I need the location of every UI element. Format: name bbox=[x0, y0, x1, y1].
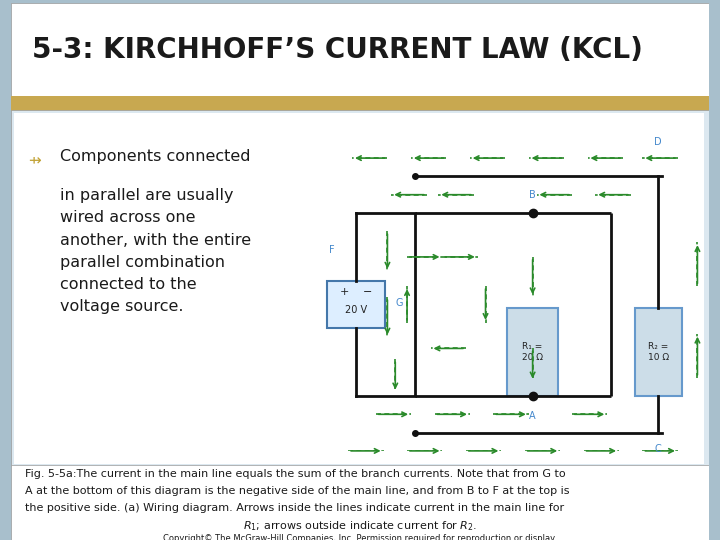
Text: 20 V: 20 V bbox=[345, 305, 367, 315]
Text: A at the bottom of this diagram is the negative side of the main line, and from : A at the bottom of this diagram is the n… bbox=[24, 487, 570, 496]
Text: ⇸: ⇸ bbox=[28, 152, 41, 167]
Text: G: G bbox=[395, 298, 402, 308]
Bar bbox=[507, 308, 558, 396]
Text: A: A bbox=[529, 410, 536, 421]
Text: $R_1$; arrows outside indicate current for $R_2$.: $R_1$; arrows outside indicate current f… bbox=[243, 519, 477, 533]
Bar bbox=[327, 281, 385, 328]
Text: Components connected: Components connected bbox=[60, 149, 250, 164]
Text: −: − bbox=[363, 287, 372, 296]
Text: B: B bbox=[529, 190, 536, 200]
Text: F: F bbox=[328, 245, 334, 254]
Text: the positive side. (a) Wiring diagram. Arrows inside the lines indicate current : the positive side. (a) Wiring diagram. A… bbox=[24, 503, 564, 513]
Text: Copyright© The McGraw-Hill Companies, Inc. Permission required for reproduction : Copyright© The McGraw-Hill Companies, In… bbox=[163, 534, 557, 540]
Text: (a): (a) bbox=[506, 469, 520, 479]
Text: Fig. 5-5a:The current in the main line equals the sum of the branch currents. No: Fig. 5-5a:The current in the main line e… bbox=[24, 469, 565, 479]
Text: 5-3: KIRCHHOFF’S CURRENT LAW (KCL): 5-3: KIRCHHOFF’S CURRENT LAW (KCL) bbox=[32, 36, 643, 64]
Text: R₂ =
10 Ω: R₂ = 10 Ω bbox=[647, 342, 669, 362]
Text: C: C bbox=[654, 443, 662, 454]
Text: R₁ =
20 Ω: R₁ = 20 Ω bbox=[522, 342, 543, 362]
Bar bbox=[634, 308, 682, 396]
Text: D: D bbox=[654, 137, 662, 147]
Text: +: + bbox=[340, 287, 349, 296]
Text: in parallel are usually
wired across one
another, with the entire
parallel combi: in parallel are usually wired across one… bbox=[60, 188, 251, 314]
